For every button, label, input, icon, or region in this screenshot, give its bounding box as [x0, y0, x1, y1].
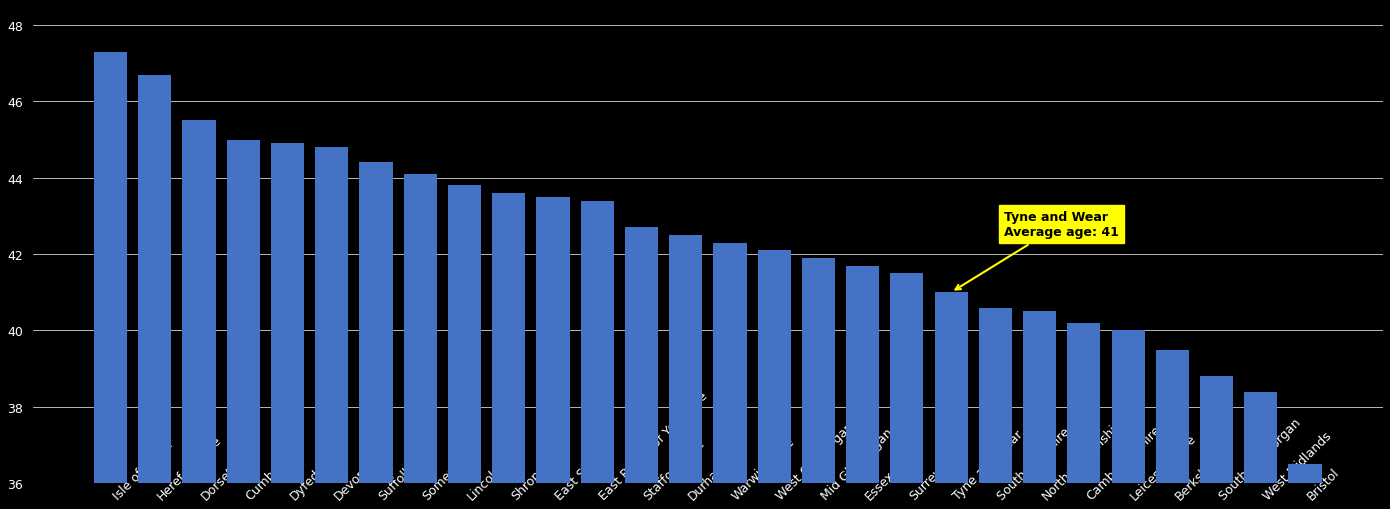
- Bar: [1289, 464, 1322, 483]
- Bar: [138, 75, 171, 483]
- Bar: [626, 228, 657, 483]
- Bar: [1200, 377, 1233, 483]
- Bar: [934, 293, 967, 483]
- Bar: [448, 186, 481, 483]
- Bar: [1112, 331, 1145, 483]
- Bar: [758, 251, 791, 483]
- Bar: [1023, 312, 1056, 483]
- Bar: [847, 266, 880, 483]
- Text: Tyne and Wear
Average age: 41: Tyne and Wear Average age: 41: [955, 211, 1119, 290]
- Bar: [360, 163, 392, 483]
- Bar: [979, 308, 1012, 483]
- Bar: [581, 201, 614, 483]
- Bar: [713, 243, 746, 483]
- Bar: [182, 121, 215, 483]
- Bar: [95, 52, 126, 483]
- Bar: [227, 140, 260, 483]
- Bar: [403, 175, 436, 483]
- Bar: [1155, 350, 1188, 483]
- Bar: [492, 193, 525, 483]
- Bar: [316, 148, 349, 483]
- Bar: [537, 197, 570, 483]
- Bar: [802, 259, 835, 483]
- Bar: [1068, 323, 1101, 483]
- Bar: [271, 144, 304, 483]
- Bar: [1244, 392, 1277, 483]
- Bar: [669, 236, 702, 483]
- Bar: [891, 274, 923, 483]
